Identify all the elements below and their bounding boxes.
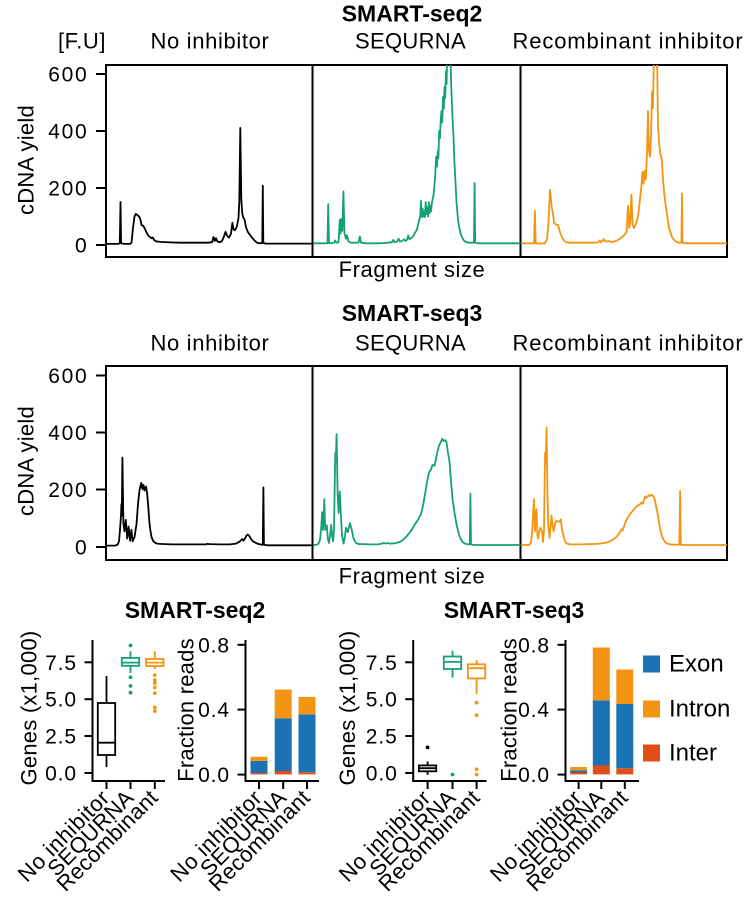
svg-text:[F.U]: [F.U] [58,29,106,54]
svg-text:Genes (x1,000): Genes (x1,000) [335,631,360,786]
svg-text:SEQURNA: SEQURNA [355,29,466,54]
svg-text:0.0: 0.0 [45,763,77,786]
svg-text:0.4: 0.4 [198,699,230,722]
svg-text:Intron: Intron [669,696,730,723]
svg-text:2.5: 2.5 [366,726,398,749]
svg-text:0.0: 0.0 [366,763,398,786]
svg-text:SEQURNA: SEQURNA [355,331,466,356]
svg-text:400: 400 [48,121,88,144]
svg-text:Recombinant inhibitor: Recombinant inhibitor [512,29,743,54]
svg-text:cDNA yield: cDNA yield [14,406,39,516]
svg-text:0.4: 0.4 [518,699,550,722]
svg-text:0.0: 0.0 [518,764,550,787]
svg-text:200: 200 [48,479,88,502]
svg-text:Inter: Inter [669,740,717,767]
svg-text:Fraction reads: Fraction reads [497,638,522,782]
svg-text:Fragment size: Fragment size [339,564,486,589]
svg-text:0.8: 0.8 [198,634,230,657]
svg-text:SMART-seq2: SMART-seq2 [342,1,483,27]
svg-text:0.8: 0.8 [518,634,550,657]
svg-text:SMART-seq2: SMART-seq2 [125,597,266,623]
svg-text:Genes (x1,000): Genes (x1,000) [17,631,42,786]
svg-text:0: 0 [75,537,88,560]
svg-text:Exon: Exon [669,651,724,678]
svg-text:Recombinant inhibitor: Recombinant inhibitor [512,331,743,356]
svg-text:5.0: 5.0 [366,689,398,712]
svg-text:SMART-seq3: SMART-seq3 [342,300,483,326]
svg-text:5.0: 5.0 [45,689,77,712]
svg-text:SMART-seq3: SMART-seq3 [444,597,585,623]
svg-text:600: 600 [48,365,88,388]
svg-text:0: 0 [75,235,88,258]
svg-text:No inhibitor: No inhibitor [151,29,270,54]
svg-text:Fraction reads: Fraction reads [174,638,199,782]
svg-text:600: 600 [48,64,88,87]
svg-text:7.5: 7.5 [366,652,398,675]
svg-text:Fragment size: Fragment size [339,257,486,282]
svg-text:0.0: 0.0 [198,764,230,787]
svg-text:200: 200 [48,178,88,201]
svg-text:400: 400 [48,422,88,445]
svg-text:2.5: 2.5 [45,726,77,749]
svg-text:No inhibitor: No inhibitor [151,331,270,356]
svg-text:cDNA yield: cDNA yield [14,105,39,215]
svg-text:7.5: 7.5 [45,652,77,675]
